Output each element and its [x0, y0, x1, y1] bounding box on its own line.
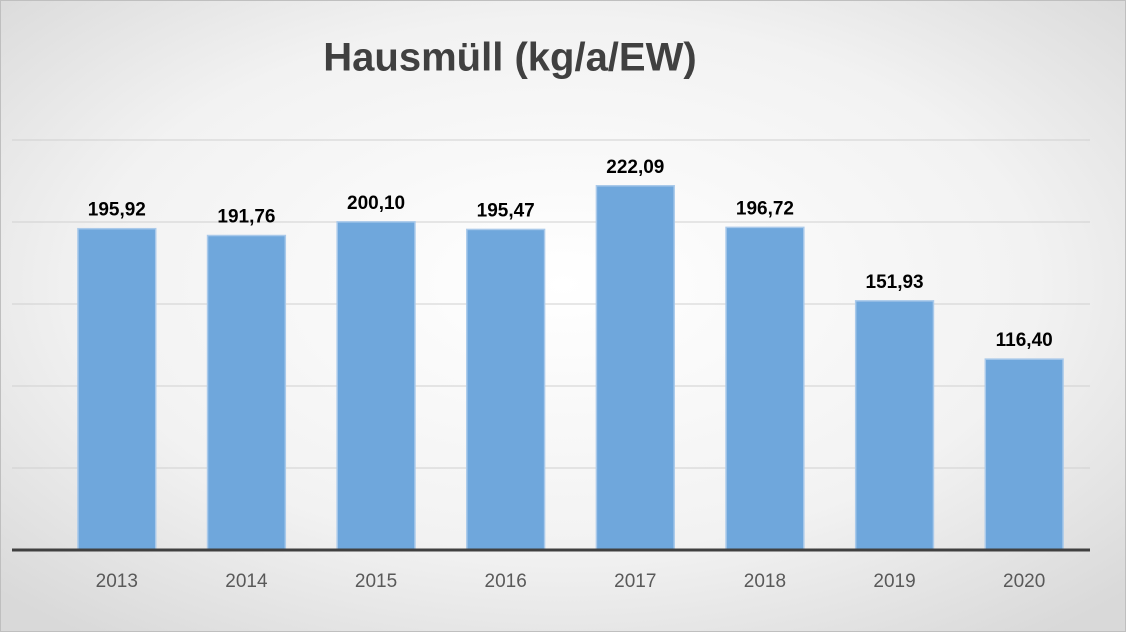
x-tick-label: 2017: [614, 571, 656, 592]
x-tick-label: 2019: [873, 571, 915, 592]
data-label: 116,40: [996, 330, 1053, 351]
data-label: 222,09: [606, 157, 664, 178]
x-tick-label: 2016: [485, 571, 527, 592]
bar: [984, 358, 1064, 551]
data-label: 196,72: [736, 198, 794, 219]
x-tick-label: 2020: [1003, 571, 1045, 592]
x-tick-label: 2013: [96, 571, 138, 592]
data-label: 200,10: [347, 193, 405, 214]
x-tick-label: 2018: [744, 571, 786, 592]
bar: [336, 221, 416, 551]
bar: [854, 300, 935, 551]
bar: [206, 234, 287, 551]
chart-title: Hausmüll (kg/a/EW): [323, 36, 696, 80]
data-label: 195,92: [88, 200, 146, 221]
data-label: 191,76: [217, 207, 275, 228]
bar: [77, 227, 157, 551]
bar: [595, 185, 675, 551]
bar: [466, 228, 546, 551]
x-tick-label: 2015: [355, 571, 397, 592]
x-tick-label: 2014: [225, 571, 268, 592]
data-label: 151,93: [866, 272, 924, 293]
bar: [725, 226, 805, 551]
data-label: 195,47: [477, 200, 535, 221]
